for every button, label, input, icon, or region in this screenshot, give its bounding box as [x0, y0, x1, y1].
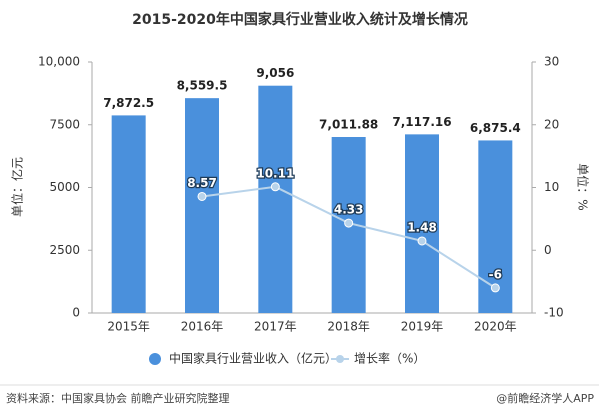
credit: @前瞻经济学人APP	[496, 391, 594, 405]
x-tick-label: 2020年	[474, 320, 517, 334]
x-tick-label: 2015年	[107, 320, 150, 334]
x-tick-label: 2017年	[254, 320, 297, 334]
legend-label: 中国家具行业营业收入（亿元）	[169, 351, 337, 366]
line-label: 10.11	[256, 166, 294, 180]
y-axis-label: 单位：亿元	[10, 157, 25, 217]
bar	[405, 134, 439, 313]
y-tick-label: 0	[72, 306, 80, 320]
line-point	[197, 191, 207, 201]
bar-label: 8,559.5	[177, 79, 228, 93]
legend-marker	[336, 355, 344, 363]
y2-tick-label: 30	[544, 55, 559, 69]
line-label: 4.33	[334, 203, 364, 217]
y-tick-label: 10,000	[38, 55, 80, 69]
bar-label: 6,875.4	[470, 121, 521, 135]
y-tick-label: 7500	[49, 117, 80, 131]
bar-label: 7,011.88	[319, 118, 378, 132]
x-tick-label: 2016年	[181, 320, 224, 334]
bar	[185, 98, 219, 313]
legend-label: 增长率（%）	[354, 351, 425, 366]
line-label: -6	[489, 267, 502, 281]
line-point	[344, 218, 354, 228]
source: 资料来源：中国家具协会 前瞻产业研究院整理	[6, 391, 230, 405]
line-label: 8.57	[187, 176, 217, 190]
y-tick-label: 2500	[49, 243, 80, 257]
bar-label: 7,117.16	[392, 115, 451, 129]
y-tick-label: 5000	[49, 180, 80, 194]
line-point	[270, 182, 280, 192]
line-label: 1.48	[407, 220, 437, 234]
bar-label: 7,872.5	[103, 96, 154, 110]
legend-marker	[149, 353, 161, 365]
y2-tick-label: -10	[544, 306, 564, 320]
y2-tick-label: 0	[544, 243, 552, 257]
chart-title: 2015-2020年中国家具行业营业收入统计及增长情况	[132, 11, 468, 28]
x-tick-label: 2018年	[327, 320, 370, 334]
y2-tick-label: 20	[544, 117, 559, 131]
bar-label: 9,056	[256, 66, 294, 80]
y2-tick-label: 10	[544, 180, 559, 194]
y2-axis-label: 单位：%	[576, 163, 591, 210]
bar	[258, 85, 293, 313]
bar	[111, 115, 146, 313]
line-point	[417, 236, 427, 246]
line-point	[490, 283, 500, 293]
x-tick-label: 2019年	[401, 320, 444, 334]
